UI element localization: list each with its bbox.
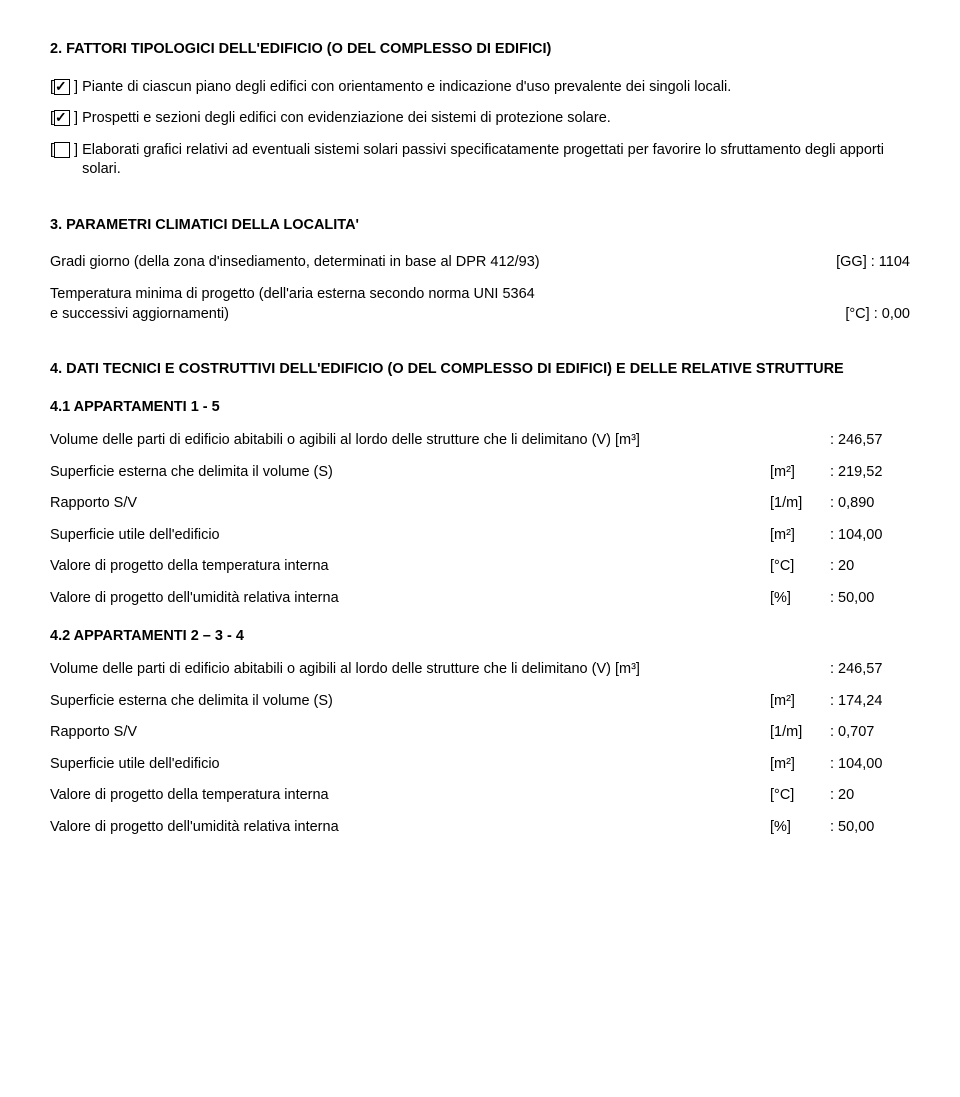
data-row: Valore di progetto della temperatura int… bbox=[50, 557, 910, 577]
data-row-label: Valore di progetto della temperatura int… bbox=[50, 557, 770, 577]
gradi-giorno-row: Gradi giorno (della zona d'insediamento,… bbox=[50, 253, 910, 273]
data-row-label: Rapporto S/V bbox=[50, 494, 770, 514]
data-row: Valore di progetto dell'umidità relativa… bbox=[50, 818, 910, 838]
section2-heading: 2. FATTORI TIPOLOGICI DELL'EDIFICIO (O D… bbox=[50, 40, 910, 60]
data-row-unit: [m²] bbox=[770, 692, 830, 712]
temp-min-line1: Temperatura minima di progetto (dell'ari… bbox=[50, 285, 910, 305]
temp-min-row: e successivi aggiornamenti) [°C] : 0,00 bbox=[50, 305, 910, 325]
data-row: Rapporto S/V[1/m]: 0,707 bbox=[50, 723, 910, 743]
bracket: ] bbox=[74, 109, 78, 129]
data-row: Superficie utile dell'edificio[m²]: 104,… bbox=[50, 526, 910, 546]
data-row-unit: [m²] bbox=[770, 526, 830, 546]
data-row: Superficie utile dell'edificio[m²]: 104,… bbox=[50, 755, 910, 775]
checkbox-icon bbox=[54, 142, 70, 158]
data-row-label: Volume delle parti di edificio abitabili… bbox=[50, 431, 830, 451]
data-row-label: Superficie esterna che delimita il volum… bbox=[50, 463, 770, 483]
data-row-unit: [1/m] bbox=[770, 723, 830, 743]
data-row: Superficie esterna che delimita il volum… bbox=[50, 463, 910, 483]
data-row-value: : 20 bbox=[830, 557, 910, 577]
data-row-value: : 246,57 bbox=[830, 660, 910, 680]
data-row-label: Volume delle parti di edificio abitabili… bbox=[50, 660, 830, 680]
gradi-giorno-label: Gradi giorno (della zona d'insediamento,… bbox=[50, 253, 836, 273]
data-row-label: Valore di progetto dell'umidità relativa… bbox=[50, 818, 770, 838]
data-row-value: : 50,00 bbox=[830, 589, 910, 609]
data-row: Valore di progetto della temperatura int… bbox=[50, 786, 910, 806]
sub41-heading: 4.1 APPARTAMENTI 1 - 5 bbox=[50, 398, 910, 418]
gradi-giorno-value: [GG] : 1104 bbox=[836, 253, 910, 273]
data-row-value: : 174,24 bbox=[830, 692, 910, 712]
data-row: Valore di progetto dell'umidità relativa… bbox=[50, 589, 910, 609]
data-row-unit: [1/m] bbox=[770, 494, 830, 514]
data-row: Rapporto S/V[1/m]: 0,890 bbox=[50, 494, 910, 514]
section2-item-text: Elaborati grafici relativi ad eventuali … bbox=[82, 141, 910, 180]
data-row-value: : 104,00 bbox=[830, 526, 910, 546]
sub42-heading: 4.2 APPARTAMENTI 2 – 3 - 4 bbox=[50, 627, 910, 647]
section2-item-text: Piante di ciascun piano degli edifici co… bbox=[82, 78, 910, 98]
temp-min-value: [°C] : 0,00 bbox=[845, 305, 910, 325]
section2-item: []Piante di ciascun piano degli edifici … bbox=[50, 78, 910, 98]
data-row: Superficie esterna che delimita il volum… bbox=[50, 692, 910, 712]
data-row-label: Superficie esterna che delimita il volum… bbox=[50, 692, 770, 712]
bracket: ] bbox=[74, 141, 78, 161]
section2-item: []Elaborati grafici relativi ad eventual… bbox=[50, 141, 910, 180]
data-row: Volume delle parti di edificio abitabili… bbox=[50, 431, 910, 451]
bracket: ] bbox=[74, 78, 78, 98]
data-row-value: : 246,57 bbox=[830, 431, 910, 451]
section2-item: []Prospetti e sezioni degli edifici con … bbox=[50, 109, 910, 129]
data-row-unit: [%] bbox=[770, 589, 830, 609]
data-row-label: Superficie utile dell'edificio bbox=[50, 755, 770, 775]
data-row-unit: [°C] bbox=[770, 557, 830, 577]
section4-heading: 4. DATI TECNICI E COSTRUTTIVI DELL'EDIFI… bbox=[50, 360, 910, 380]
data-row-value: : 104,00 bbox=[830, 755, 910, 775]
temp-min-label: e successivi aggiornamenti) bbox=[50, 305, 845, 325]
data-row: Volume delle parti di edificio abitabili… bbox=[50, 660, 910, 680]
section2-item-text: Prospetti e sezioni degli edifici con ev… bbox=[82, 109, 910, 129]
data-row-unit: [°C] bbox=[770, 786, 830, 806]
data-row-label: Valore di progetto della temperatura int… bbox=[50, 786, 770, 806]
data-row-label: Superficie utile dell'edificio bbox=[50, 526, 770, 546]
data-row-value: : 219,52 bbox=[830, 463, 910, 483]
checkbox-icon bbox=[54, 110, 70, 126]
data-row-unit: [%] bbox=[770, 818, 830, 838]
data-row-value: : 0,890 bbox=[830, 494, 910, 514]
data-row-unit: [m²] bbox=[770, 463, 830, 483]
data-row-value: : 0,707 bbox=[830, 723, 910, 743]
data-row-value: : 20 bbox=[830, 786, 910, 806]
section3-heading: 3. PARAMETRI CLIMATICI DELLA LOCALITA' bbox=[50, 216, 910, 236]
checkbox-icon bbox=[54, 79, 70, 95]
data-row-value: : 50,00 bbox=[830, 818, 910, 838]
data-row-label: Rapporto S/V bbox=[50, 723, 770, 743]
data-row-unit: [m²] bbox=[770, 755, 830, 775]
data-row-label: Valore di progetto dell'umidità relativa… bbox=[50, 589, 770, 609]
